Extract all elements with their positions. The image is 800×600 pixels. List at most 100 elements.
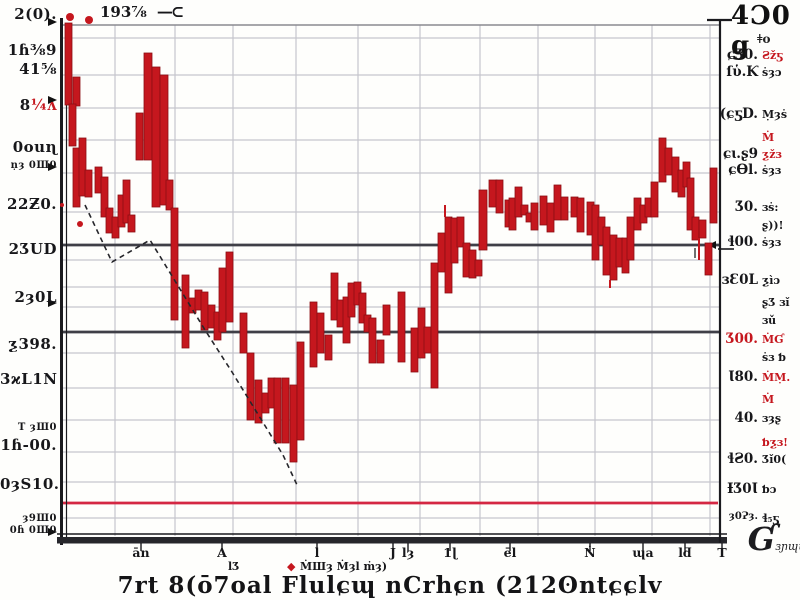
tick-arrow (48, 18, 57, 26)
right-panel-value: ſὑ.Ƙ (726, 64, 758, 80)
candle (376, 339, 385, 364)
left-axis-label-text: 1ɦ-00. (0, 436, 57, 454)
left-axis-label: 0ȝS10. (0, 477, 59, 492)
axis-bottom-band (57, 537, 727, 544)
candle (520, 204, 529, 216)
right-panel-note: ʂ))! (762, 219, 784, 232)
left-axis-label-text: 22Ƶ0. (7, 195, 57, 213)
candle (530, 202, 539, 231)
candle (602, 226, 611, 276)
right-panel-note: ṀṂ. (762, 371, 791, 384)
candle (514, 186, 523, 218)
candle (709, 167, 718, 224)
axis-left (60, 18, 63, 545)
candle (342, 296, 351, 344)
right-panel-note: Ṁ (762, 393, 775, 406)
candle (181, 274, 190, 349)
annotation-label: 193⅞ (100, 3, 147, 21)
footer-note: lƷ ◆ ṀШȝ Ṁȝl ṁȝ) (60, 560, 720, 573)
candle (239, 312, 248, 354)
candle (474, 259, 483, 277)
right-panel-value: ɬƧ0. (727, 451, 758, 467)
right-panel-value: Ʒ0. (735, 199, 758, 215)
tick-arrow (48, 163, 57, 171)
left-axis-label-text: T ȝШ0 (17, 422, 57, 433)
candle (225, 251, 234, 323)
left-axis-label-text: ƺ398. (8, 335, 57, 353)
right-panel-note: ɬ₅ƽ (762, 512, 779, 525)
candle (289, 384, 298, 463)
tick-arrow (48, 96, 57, 104)
right-panel-value: ɕƷ0. (726, 47, 758, 63)
candle (296, 341, 305, 441)
left-axis-label-text: 2ƷUD (8, 240, 57, 258)
right-panel-value: Ʒ00. (725, 331, 758, 347)
left-axis-label: 1ɦ-00. (0, 438, 57, 453)
left-axis-label: 2(0). (0, 7, 57, 22)
left-axis-label: 2ƷUD (0, 242, 57, 257)
candle (553, 184, 562, 221)
right-panel-value: 40. (734, 410, 759, 426)
left-axis-label: ṇȝ 0Ш0 (0, 161, 57, 171)
signature-tail: ɜɲɰɩ (775, 540, 800, 553)
right-panel-value: ɕƟl. (728, 162, 758, 178)
dot (77, 221, 83, 227)
candle (430, 262, 439, 389)
right-axis-subtitle: ǂo (757, 32, 771, 46)
right-panel-note: ɜȝʂ (762, 412, 782, 425)
candle (650, 181, 659, 218)
candle (200, 291, 209, 331)
candle (704, 242, 713, 276)
right-panel-value: ɜƐ0L (721, 272, 758, 288)
left-axis-label: 0ɦ 0Ш0 (0, 526, 57, 536)
right-panel-note: ṡȝɔ (762, 66, 782, 79)
left-axis-label: ƺ398. (0, 337, 57, 352)
left-axis-label: 22Ƶ0. (0, 197, 57, 212)
right-panel-note: Ƨžƽ (762, 49, 783, 62)
footer-note-left: lƷ (228, 560, 240, 573)
tick-arrow (48, 299, 57, 307)
right-panel-value: ɕɩ.ʂ9 (722, 146, 758, 162)
candle (72, 76, 81, 107)
candle (539, 195, 548, 226)
candle (316, 312, 325, 354)
x-tick-label: A (217, 545, 227, 560)
right-panel-note: ƺìɔ (762, 274, 781, 287)
dot (60, 203, 64, 207)
candle (560, 196, 569, 221)
left-axis-label-text: 0ouɳ (12, 138, 57, 156)
candle (682, 161, 691, 188)
candle (170, 207, 179, 321)
candle (100, 176, 109, 218)
right-panel-note: ƅɔ (762, 483, 777, 496)
right-panel-note: Ṃȝṡ (762, 108, 788, 121)
left-axis-label-text: 0ɦ 0Ш0 (9, 525, 57, 536)
left-axis-label: 41⅝ (0, 62, 57, 77)
x-tick-label: lȝ (401, 545, 415, 560)
right-panel-note: ɜṡ: (762, 201, 779, 214)
dot (85, 16, 93, 24)
left-axis-label-text: 2ȝ0L (14, 288, 57, 306)
candle (84, 169, 93, 198)
right-panel-value: (ɕƽD. (719, 106, 758, 122)
left-axis-label: 1ɦ⅜9 (0, 43, 57, 58)
top-annotation: 193⅞ —⊂ (100, 2, 184, 21)
candle (159, 74, 169, 206)
trendline (84, 204, 299, 488)
right-panel-value: ȝ0Ɂȝ. (728, 511, 758, 522)
candle (127, 214, 136, 233)
candle (165, 179, 174, 211)
left-axis-label-text: 41⅝ (19, 60, 57, 78)
signature-glyph: Ɠɜɲɰɩ (748, 520, 800, 558)
right-panel-value: Ɩ80. (728, 369, 758, 385)
candle (397, 291, 406, 363)
right-panel-note: ɜǔ (762, 314, 777, 327)
footer-note-marker-icon: ◆ (287, 560, 296, 573)
candle (68, 103, 77, 147)
x-tick-label: J (390, 545, 396, 560)
candle (143, 52, 153, 161)
candle (664, 147, 673, 176)
right-panel-note: ṡȝɜ (762, 164, 782, 177)
